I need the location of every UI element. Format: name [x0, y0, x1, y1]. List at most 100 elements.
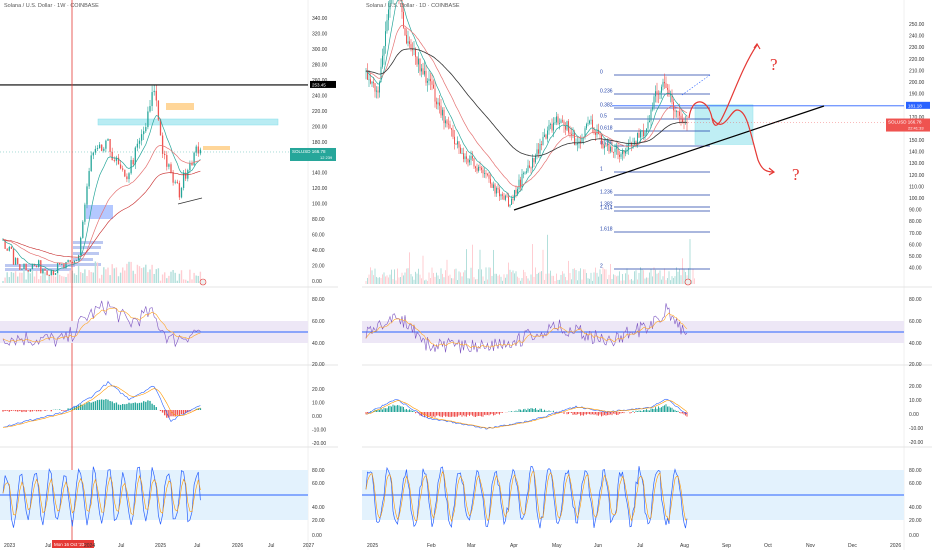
macd-histogram-bar: [380, 407, 382, 412]
macd-histogram-bar: [172, 410, 174, 417]
candle-body: [33, 264, 36, 266]
candle-body: [180, 187, 183, 198]
chart-title: Solana / U.S. Dollar · 1D · COINBASE: [366, 3, 460, 9]
macd-histogram-bar: [8, 410, 10, 412]
macd-histogram-bar: [61, 410, 63, 411]
macd-histogram-bar: [385, 408, 386, 412]
volume-bar: [620, 280, 622, 284]
macd-histogram-bar: [430, 412, 431, 417]
volume-bar: [494, 273, 496, 284]
volume-bar: [54, 276, 57, 283]
bullish-projection: [688, 44, 758, 126]
candle-body: [644, 132, 646, 137]
volume-bar: [551, 275, 553, 284]
volume-bar: [500, 276, 502, 284]
macd-histogram-bar: [391, 406, 392, 412]
candle-body: [485, 173, 487, 175]
volume-bar: [623, 280, 625, 284]
candle-body: [554, 122, 556, 124]
volume-bar: [505, 277, 506, 284]
volume-bar: [117, 276, 120, 283]
volume-bar: [33, 276, 36, 283]
macd-signal-line: [366, 400, 688, 429]
candle-body: [551, 124, 553, 131]
macd-histogram-bar: [520, 409, 521, 412]
candle-body: [539, 144, 541, 154]
macd-histogram-bar: [442, 412, 443, 418]
pane-separator[interactable]: [338, 0, 362, 550]
macd-histogram-bar: [496, 412, 497, 414]
volume-bar: [176, 280, 178, 283]
volume-bar: [138, 266, 141, 283]
macd-histogram-bar: [452, 412, 454, 417]
volume-bar: [542, 249, 544, 284]
volume-bar: [65, 277, 67, 283]
candle-body: [187, 170, 189, 179]
candle-body: [679, 111, 680, 116]
volume-bar: [629, 279, 631, 284]
weekly-chart-canvas[interactable]: 340.00 320.00 300.00 280.00 260.00 240.00 220.…: [0, 0, 338, 550]
candle-body: [562, 120, 563, 122]
macd-histogram-bar: [63, 410, 65, 411]
y-axis-label: 220.00: [312, 109, 328, 115]
candle-body: [491, 183, 493, 188]
candle-body: [434, 88, 436, 102]
y-axis-label: 240.00: [312, 93, 328, 99]
volume-bar: [595, 267, 596, 284]
volume-bar: [550, 270, 551, 284]
y-axis-label: 80.00: [312, 217, 325, 223]
volume-bar: [29, 273, 31, 283]
fib-level-label: 0.786: [600, 141, 613, 147]
volume-bar: [151, 264, 153, 283]
volume-bar: [569, 273, 571, 284]
volume-bar: [21, 272, 23, 283]
x-axis-label: Jul: [118, 543, 124, 549]
volume-bar: [367, 277, 368, 284]
weekly-chart-pane[interactable]: Solana / U.S. Dollar · 1W · COINBASE 340…: [0, 0, 338, 550]
macd-histogram-bar: [145, 401, 147, 410]
macd-histogram-bar: [470, 412, 472, 415]
macd-histogram-bar: [595, 412, 596, 415]
rsi-axis-label: 20.00: [909, 362, 922, 368]
volume-bar: [694, 278, 695, 284]
rsi-signal-line: [365, 312, 688, 349]
candle-body: [512, 198, 514, 200]
macd-histogram-bar: [394, 405, 395, 412]
candle-body: [374, 83, 376, 92]
daily-chart-canvas[interactable]: 250.00240.00230.00220.00210.00200.00190.…: [362, 0, 932, 550]
candle-body: [598, 129, 599, 134]
volume-bar: [180, 270, 183, 283]
y-axis-label: 140.00: [312, 171, 328, 177]
macd-histogram-bar: [620, 412, 622, 414]
candle-body: [40, 260, 42, 274]
candle-body: [437, 102, 439, 105]
macd-histogram-bar: [611, 412, 613, 416]
fib-level-label: 0: [600, 70, 603, 76]
cursor-date-label: Mon 16 Oct '23: [54, 542, 85, 547]
candle-body: [98, 144, 101, 149]
macd-histogram-bar: [490, 412, 491, 415]
candle-body: [479, 166, 481, 168]
candle-body: [6, 248, 8, 251]
y-axis-label: 150.00: [909, 138, 925, 144]
macd-histogram-bar: [159, 410, 162, 412]
volume-bar: [407, 268, 409, 284]
candle-body: [650, 109, 652, 121]
candle-body: [143, 131, 145, 135]
candle-body: [658, 93, 659, 95]
candle-body: [406, 35, 407, 44]
volume-bar: [541, 271, 542, 284]
volume-bar: [40, 275, 42, 283]
macd-histogram-bar: [105, 399, 107, 410]
volume-bar: [568, 260, 569, 284]
macd-histogram-bar: [577, 412, 578, 415]
candle-body: [608, 144, 610, 152]
candle-body: [170, 164, 172, 173]
macd-histogram-bar: [128, 402, 130, 410]
volume-bar: [559, 279, 560, 284]
candle-body: [589, 120, 590, 124]
volume-bar: [422, 255, 424, 284]
candle-body: [599, 133, 601, 136]
volume-bar: [635, 270, 637, 284]
daily-chart-pane[interactable]: Solana / U.S. Dollar · 1D · COINBASE 250…: [362, 0, 932, 550]
